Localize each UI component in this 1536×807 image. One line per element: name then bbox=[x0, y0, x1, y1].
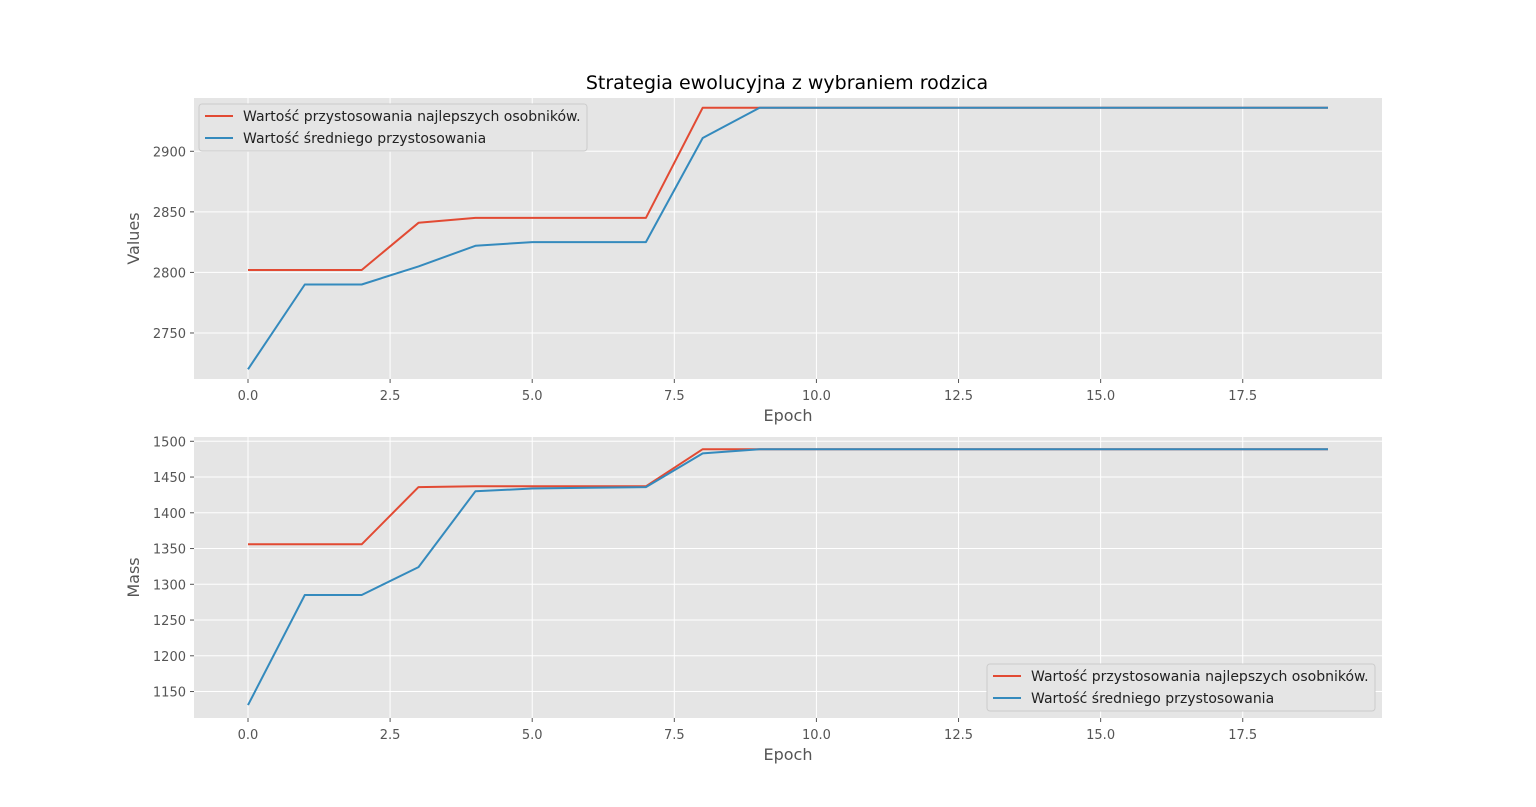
x-tick-label: 7.5 bbox=[664, 728, 685, 743]
x-tick-label: 15.0 bbox=[1086, 389, 1115, 404]
x-tick-label: 17.5 bbox=[1228, 728, 1257, 743]
x-tick-label: 0.0 bbox=[238, 389, 259, 404]
y-tick-label: 2800 bbox=[153, 266, 186, 281]
series-line-1 bbox=[247, 106, 1328, 370]
y-tick-label: 1250 bbox=[153, 614, 186, 629]
x-tick-label: 10.0 bbox=[802, 728, 831, 743]
legend-box bbox=[198, 103, 588, 152]
x-axis-label: Epoch bbox=[764, 406, 813, 425]
x-tick-label: 2.5 bbox=[380, 728, 401, 743]
chart-mass: 0.0 2.5 5.0 7.5 10.0 12.5 15.0 17.5 1150 1200 1250… bbox=[124, 435, 1382, 764]
x-tick-label: 5.0 bbox=[522, 389, 543, 404]
legend-entry: Wartość przystosowania najlepszych osobn… bbox=[1031, 669, 1369, 685]
x-tick-label: 7.5 bbox=[664, 389, 685, 404]
y-tick-label: 2850 bbox=[153, 206, 186, 221]
legend: Wartość przystosowania najlepszych osobn… bbox=[198, 103, 588, 152]
series-line-1 bbox=[247, 448, 1328, 706]
legend-entry: Wartość przystosowania najlepszych osobn… bbox=[243, 109, 581, 125]
x-tick-label: 12.5 bbox=[944, 389, 973, 404]
x-tick-label: 12.5 bbox=[944, 728, 973, 743]
x-tick-label: 5.0 bbox=[522, 728, 543, 743]
y-tick-label: 1500 bbox=[153, 435, 186, 450]
y-tick-label: 1200 bbox=[153, 650, 186, 665]
y-tick-label: 2900 bbox=[153, 145, 186, 160]
chart-values: 0.0 2.5 5.0 7.5 10.0 12.5 15.0 17.5 2750 2800 2850… bbox=[124, 98, 1382, 425]
x-tick-label: 15.0 bbox=[1086, 728, 1115, 743]
legend-entry: Wartość średniego przystosowania bbox=[243, 131, 486, 147]
x-tick-label: 17.5 bbox=[1228, 389, 1257, 404]
legend-entry: Wartość średniego przystosowania bbox=[1031, 691, 1274, 707]
y-tick-label: 1450 bbox=[153, 471, 186, 486]
y-tick-label: 1350 bbox=[153, 543, 186, 558]
legend: Wartość przystosowania najlepszych osobn… bbox=[986, 663, 1376, 712]
x-tick-label: 10.0 bbox=[802, 389, 831, 404]
figure-title: Strategia ewolucyjna z wybraniem rodzica bbox=[586, 72, 988, 94]
x-tick-label: 2.5 bbox=[380, 389, 401, 404]
y-tick-label: 2750 bbox=[153, 327, 186, 342]
x-tick-label: 0.0 bbox=[238, 728, 259, 743]
y-axis-label: Mass bbox=[124, 557, 143, 597]
y-tick-label: 1150 bbox=[153, 686, 186, 701]
x-axis-label: Epoch bbox=[764, 745, 813, 764]
y-tick-label: 1400 bbox=[153, 507, 186, 522]
y-tick-label: 1300 bbox=[153, 578, 186, 593]
y-axis-label: Values bbox=[124, 212, 143, 264]
legend-box bbox=[986, 663, 1376, 712]
